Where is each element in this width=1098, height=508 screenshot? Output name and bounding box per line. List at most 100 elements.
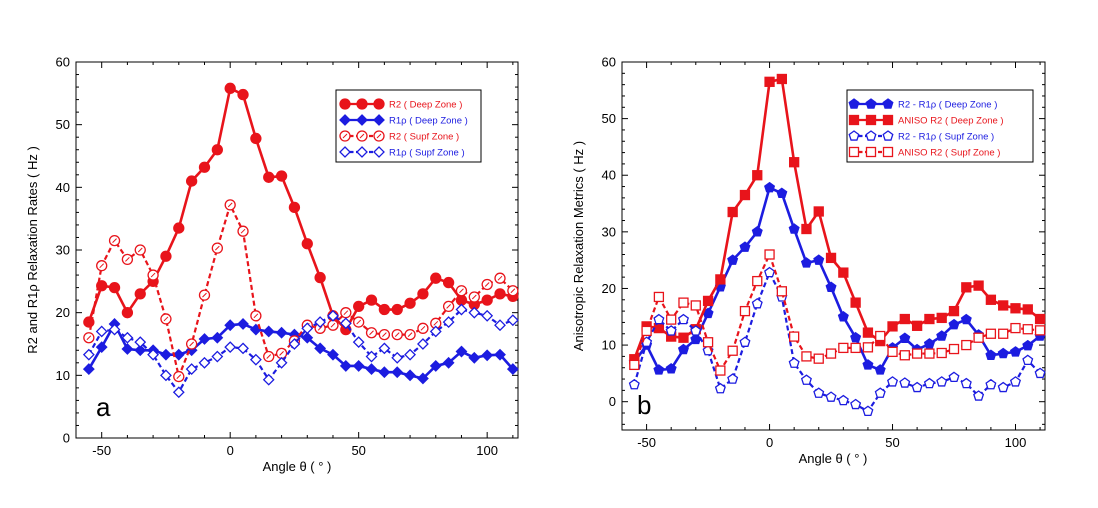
data-point-inner	[240, 228, 246, 234]
data-point-inner	[394, 332, 400, 337]
data-point	[224, 341, 237, 354]
legend-entry: R1ρ ( Supf Zone )	[339, 146, 465, 159]
data-point	[911, 320, 923, 331]
data-point	[1009, 346, 1022, 357]
data-point-inner	[497, 275, 503, 281]
data-point	[985, 328, 997, 339]
data-point	[677, 343, 690, 355]
data-point	[250, 132, 262, 145]
series-line	[87, 87, 514, 331]
data-point	[813, 206, 824, 217]
data-point-inner	[112, 238, 117, 243]
data-point	[108, 281, 121, 294]
data-point-inner	[99, 263, 105, 269]
data-point	[121, 307, 134, 319]
data-point	[998, 300, 1009, 311]
legend-marker	[882, 98, 894, 109]
data-point	[936, 347, 947, 359]
data-point	[172, 386, 185, 399]
data-point	[173, 222, 185, 234]
data-point	[960, 377, 972, 389]
data-point	[339, 317, 352, 330]
data-point	[850, 398, 862, 410]
data-point	[985, 378, 997, 390]
data-point	[752, 170, 763, 181]
data-point	[690, 300, 701, 311]
series-4	[629, 249, 1046, 376]
data-point	[924, 313, 935, 325]
data-point	[237, 88, 249, 101]
data-point-inner	[227, 202, 233, 208]
data-point	[715, 274, 726, 285]
data-point	[825, 391, 837, 402]
y-tick-label: 40	[602, 168, 616, 183]
data-point	[275, 356, 288, 369]
data-point	[960, 313, 972, 325]
data-point	[1034, 313, 1046, 325]
data-point-inner	[253, 313, 259, 319]
data-point	[198, 356, 211, 369]
data-point	[506, 363, 519, 375]
data-point	[275, 326, 288, 339]
y-tick-label: 10	[56, 368, 70, 383]
legend-label: R2 ( Supf Zone )	[389, 132, 459, 143]
data-point	[739, 189, 751, 201]
data-point	[899, 313, 910, 325]
data-point	[417, 288, 429, 300]
legend-label: R2 - R1ρ ( Supf Zone )	[898, 132, 994, 143]
data-point	[874, 364, 886, 375]
data-point	[665, 363, 677, 374]
data-point	[714, 382, 726, 394]
legend-label: ANISO R2 ( Supf Zone )	[898, 148, 1000, 159]
data-point	[752, 275, 763, 287]
data-point-inner	[86, 335, 92, 341]
data-point	[263, 171, 275, 183]
data-point	[862, 405, 874, 417]
data-point	[850, 342, 861, 354]
data-point-inner	[510, 288, 516, 294]
data-point	[629, 359, 640, 371]
legend-marker	[373, 98, 385, 110]
data-point-inner	[317, 325, 323, 331]
legend-label: R1ρ ( Deep Zone )	[389, 116, 468, 127]
legend-marker	[865, 130, 877, 141]
data-point	[1022, 354, 1034, 366]
y-tick-label: 50	[602, 111, 616, 126]
legend-marker	[356, 114, 368, 126]
data-point	[1034, 367, 1046, 379]
panel-label: a	[96, 392, 111, 422]
data-point	[391, 351, 404, 364]
data-point	[314, 342, 327, 355]
data-point-inner	[279, 351, 284, 356]
data-point	[801, 223, 812, 235]
y-tick-label: 20	[602, 281, 616, 296]
y-tick-label: 0	[63, 431, 70, 446]
data-point	[751, 226, 763, 237]
legend-marker-inner	[376, 133, 382, 139]
data-point	[1022, 339, 1034, 351]
legend-marker-inner	[359, 133, 365, 139]
data-point	[973, 390, 985, 401]
data-point	[288, 338, 301, 350]
legend-label: R1ρ ( Supf Zone )	[389, 148, 465, 159]
data-point	[862, 359, 874, 370]
data-point	[172, 348, 185, 361]
data-point	[789, 157, 800, 168]
data-point	[211, 331, 224, 344]
data-point	[641, 325, 652, 337]
data-point	[481, 349, 494, 362]
data-point	[739, 305, 751, 317]
data-point	[715, 365, 726, 376]
legend-entry: R2 - R1ρ ( Supf Zone )	[848, 130, 994, 143]
data-point	[198, 161, 211, 173]
legend-marker	[339, 146, 351, 158]
legend: R2 ( Deep Zone ) R1ρ ( Deep Zone ) R2 ( Su…	[335, 89, 482, 163]
data-point	[96, 280, 108, 292]
legend-marker	[848, 98, 860, 109]
legend-label: R2 - R1ρ ( Deep Zone )	[898, 100, 997, 111]
data-point	[378, 342, 391, 355]
data-point	[702, 295, 714, 307]
data-point	[391, 366, 404, 379]
data-point	[813, 254, 825, 265]
